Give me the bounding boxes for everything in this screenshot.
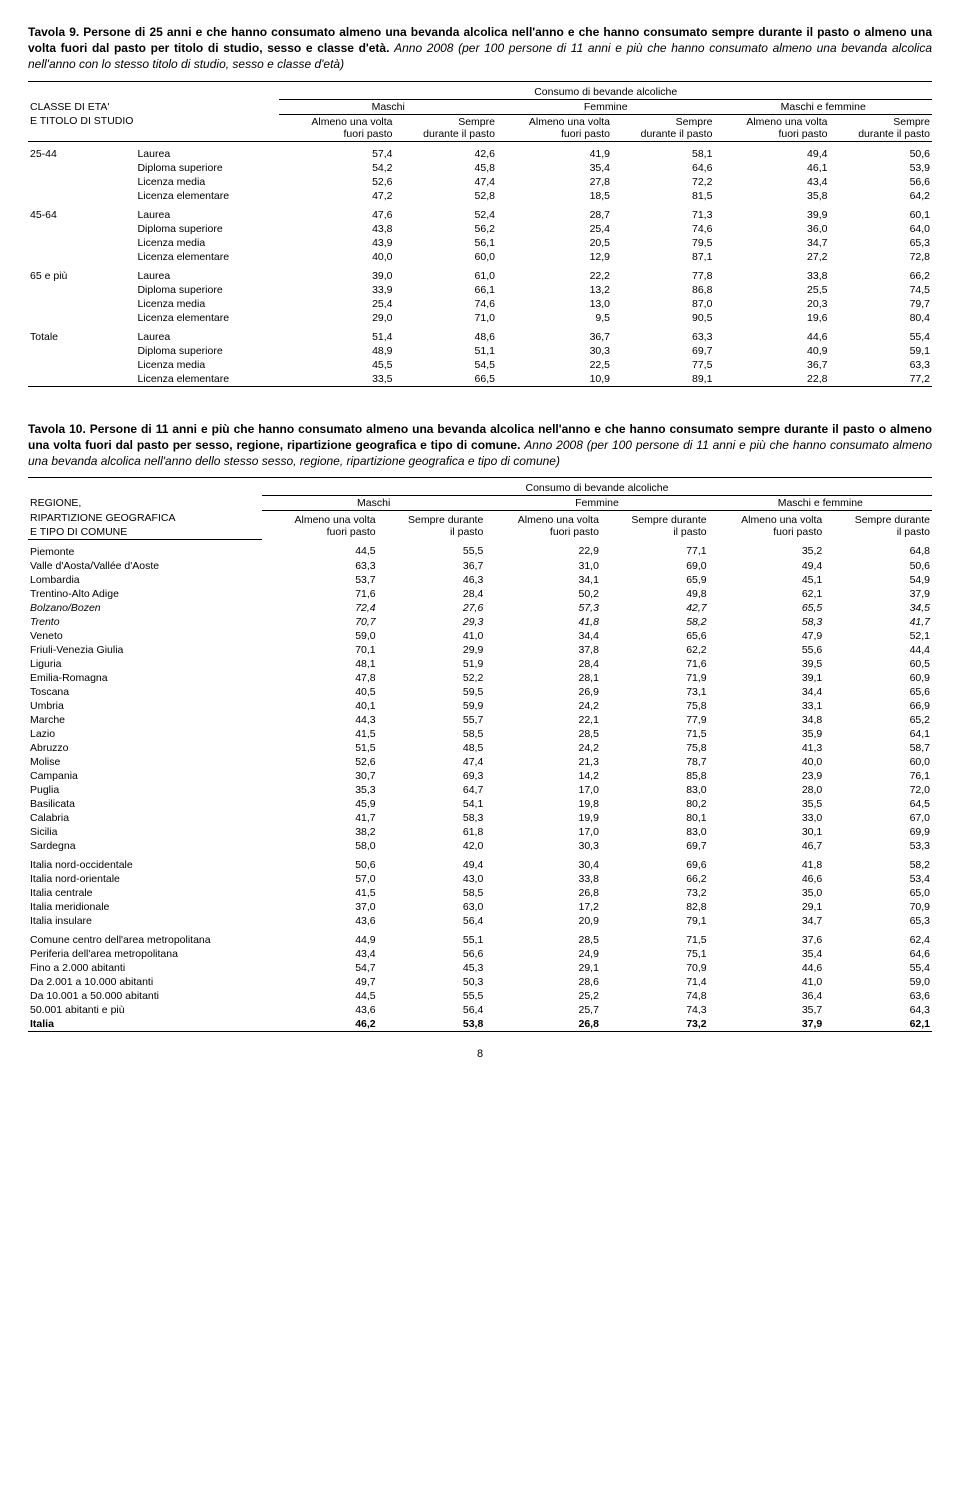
page-number: 8 [28,1048,932,1060]
tavola9-caption: Tavola 9. Persone di 25 anni e che hanno… [28,24,932,73]
tavola10-caption: Tavola 10. Persone di 11 anni e più che … [28,421,932,470]
tavola10-table: Consumo di bevande alcolicheREGIONE,Masc… [28,477,932,1032]
tavola9-table: Consumo di bevande alcolicheCLASSE DI ET… [28,81,932,387]
